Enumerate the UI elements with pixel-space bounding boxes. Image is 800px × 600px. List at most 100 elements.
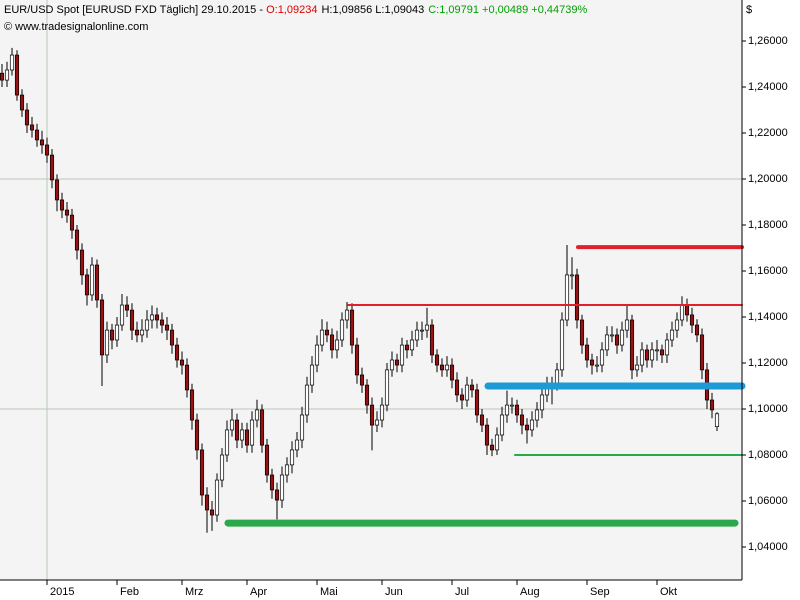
candle-body bbox=[339, 319, 345, 341]
candle-body bbox=[654, 349, 660, 352]
candle-body bbox=[524, 424, 530, 431]
candle-body bbox=[659, 349, 665, 356]
candle-body bbox=[24, 109, 30, 126]
candle-body bbox=[464, 384, 470, 401]
candle-body bbox=[59, 199, 65, 211]
candle-body bbox=[344, 309, 350, 321]
candle-body bbox=[664, 339, 670, 356]
candle-body bbox=[514, 404, 520, 416]
x-tick-label: 2015 bbox=[50, 586, 74, 598]
candle-body bbox=[669, 329, 675, 341]
header-open: O:1,09234 bbox=[266, 4, 317, 16]
candle-body bbox=[84, 274, 90, 296]
candle-body bbox=[214, 479, 220, 516]
candle-body bbox=[594, 364, 600, 367]
candle-body bbox=[224, 429, 230, 456]
candle-body bbox=[239, 429, 245, 441]
candle-body bbox=[314, 344, 320, 366]
candle-body bbox=[479, 414, 485, 426]
candle-body bbox=[104, 329, 110, 356]
candle-body bbox=[489, 444, 495, 451]
candle-body bbox=[434, 354, 440, 366]
candle-body bbox=[109, 329, 115, 341]
candle-body bbox=[294, 439, 300, 451]
candle-body bbox=[149, 314, 155, 321]
candle-body bbox=[399, 344, 405, 366]
candle-body bbox=[159, 319, 165, 326]
candle-body bbox=[389, 359, 395, 371]
candle-body bbox=[379, 404, 385, 421]
candle-body bbox=[584, 344, 590, 361]
candle-body bbox=[649, 349, 655, 361]
level-lines bbox=[224, 245, 746, 527]
x-tick-label: Feb bbox=[120, 586, 139, 598]
header-high-low: H:1,09856 L:1,09043 bbox=[321, 4, 424, 16]
candle-body bbox=[334, 339, 340, 351]
candle-body bbox=[234, 419, 240, 441]
candle-body bbox=[374, 419, 380, 426]
candle-body bbox=[4, 69, 10, 81]
candle-body bbox=[459, 394, 465, 401]
candle-body bbox=[174, 344, 180, 361]
candle-body bbox=[499, 414, 505, 436]
candle-body bbox=[9, 54, 15, 71]
candle-body bbox=[449, 364, 455, 381]
candle-body bbox=[709, 399, 715, 411]
y-tick-label: 1,12000 bbox=[748, 357, 788, 369]
candle-body bbox=[609, 334, 615, 337]
x-tick-label: Mrz bbox=[185, 586, 203, 598]
candle-body bbox=[424, 324, 430, 331]
candle-body bbox=[179, 359, 185, 366]
candle-body bbox=[599, 349, 605, 366]
candle-body bbox=[0, 72, 5, 81]
candle-body bbox=[329, 334, 335, 351]
candle-body bbox=[289, 449, 295, 466]
candle-body bbox=[254, 409, 260, 421]
candle-body bbox=[209, 509, 215, 516]
y-tick-label: 1,22000 bbox=[748, 127, 788, 139]
x-tick-label: Sep bbox=[590, 586, 610, 598]
candle-body bbox=[454, 379, 460, 396]
candle-body bbox=[404, 344, 410, 351]
candle-body bbox=[164, 324, 170, 331]
candle-body bbox=[199, 449, 205, 496]
candle-body bbox=[274, 489, 280, 501]
y-tick-label: 1,08000 bbox=[748, 449, 788, 461]
y-tick-label: 1,20000 bbox=[748, 173, 788, 185]
candle-body bbox=[384, 369, 390, 406]
y-tick-label: 1,14000 bbox=[748, 311, 788, 323]
candle-body bbox=[269, 474, 275, 491]
candle-body bbox=[14, 54, 20, 96]
candle-body bbox=[699, 334, 705, 371]
candle-body bbox=[114, 324, 120, 341]
candle-body bbox=[64, 209, 70, 216]
candle-body bbox=[29, 124, 35, 131]
y-tick-label: 1,24000 bbox=[748, 81, 788, 93]
candle-body bbox=[44, 144, 50, 156]
candle-body bbox=[474, 389, 480, 416]
y-tick-label: 1,10000 bbox=[748, 403, 788, 415]
axes: 1,04000 1,06000 1,08000 1,10000 1,12000 1,140… bbox=[46, 35, 788, 598]
candle-body bbox=[259, 409, 265, 446]
candle-body bbox=[244, 429, 250, 446]
candle-body bbox=[564, 274, 570, 321]
candle-body bbox=[184, 364, 190, 391]
candle-body bbox=[264, 444, 270, 476]
candle-body bbox=[369, 404, 375, 426]
candle-body bbox=[634, 364, 640, 371]
candle-body bbox=[574, 274, 580, 321]
candle-body bbox=[54, 179, 60, 201]
candle-body bbox=[89, 264, 95, 296]
candle-body bbox=[139, 329, 145, 336]
candle-body bbox=[279, 474, 285, 501]
copyright: © www.tradesignalonline.com bbox=[4, 21, 148, 33]
plot-area bbox=[0, 0, 742, 580]
candle-body bbox=[579, 319, 585, 346]
x-tick-label: Mai bbox=[320, 586, 338, 598]
candle-body bbox=[194, 419, 200, 451]
candle-body bbox=[469, 384, 475, 391]
candle-body bbox=[284, 464, 290, 476]
candle-body bbox=[229, 419, 235, 431]
